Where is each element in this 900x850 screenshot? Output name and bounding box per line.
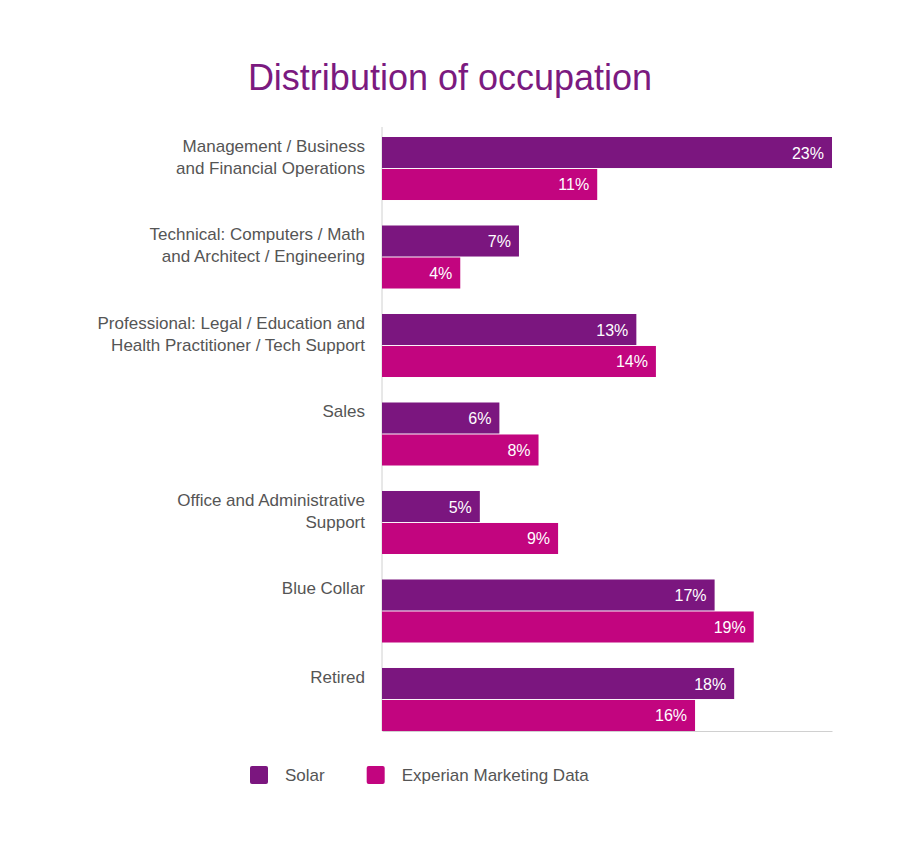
bar [382,346,656,377]
legend-swatch [250,766,268,784]
category-label: Office and Administrative Support [177,491,365,532]
data-label: 7% [488,233,511,250]
data-label: 6% [468,410,491,427]
bar [382,225,519,256]
data-label: 11% [558,176,589,193]
category-label: Blue Collar [282,579,365,598]
category-label-line: Office and Administrative [177,491,365,510]
data-label: 17% [675,587,707,604]
bar [382,137,832,168]
data-label: 4% [429,265,452,282]
category-label-line: Blue Collar [282,579,365,598]
category-label-line: Professional: Legal / Education and [98,314,365,333]
category-label: Retired [310,668,365,687]
category-label-line: and Architect / Engineering [162,247,365,266]
bar [382,668,734,699]
data-label: 5% [449,499,472,516]
bar [382,434,539,465]
legend-label: Solar [285,766,325,785]
category-label: Professional: Legal / Education and Healt… [98,314,366,355]
data-label: 13% [596,322,628,339]
category-label: Sales [322,402,365,421]
legend: Solar Experian Marketing Data [250,766,589,785]
category-label-line: Technical: Computers / Math [150,225,365,244]
category-label: Technical: Computers / Math and Architect… [150,225,365,266]
data-label: 16% [655,707,687,724]
category-label-line: Health Practitioner / Tech Support [111,336,365,355]
category-labels: Management / Business and Financial Opera… [98,137,366,687]
bar [382,169,597,200]
bar [382,491,480,522]
data-label: 18% [694,676,726,693]
bar [382,579,715,610]
data-label: 8% [507,442,530,459]
category-label: Management / Business and Financial Opera… [176,137,365,178]
category-label-line: Support [305,513,365,532]
data-label: 9% [527,530,550,547]
x-axis [383,731,833,732]
title: Distribution of occupation [248,57,652,98]
bar [382,402,499,433]
category-label-line: and Financial Operations [176,159,365,178]
legend-swatch [367,766,385,784]
legend-label: Experian Marketing Data [402,766,590,785]
data-label: 14% [616,353,648,370]
category-label-line: Management / Business [183,137,365,156]
bar [382,523,558,554]
category-label-line: Retired [310,668,365,687]
bar [382,314,636,345]
data-label: 19% [714,619,746,636]
chart: Distribution of occupation 23% 7% 13% 6% 5% 17… [0,0,900,850]
bar [382,257,460,288]
data-labels: 23% 7% 13% 6% 5% 17% 18% 11% 4% 14% 8% 9% 19% 16% [429,145,824,725]
data-label: 23% [792,145,824,162]
bar [382,611,754,642]
axis-line [383,731,833,732]
bars [382,137,832,731]
category-label-line: Sales [322,402,365,421]
bar [382,700,695,731]
